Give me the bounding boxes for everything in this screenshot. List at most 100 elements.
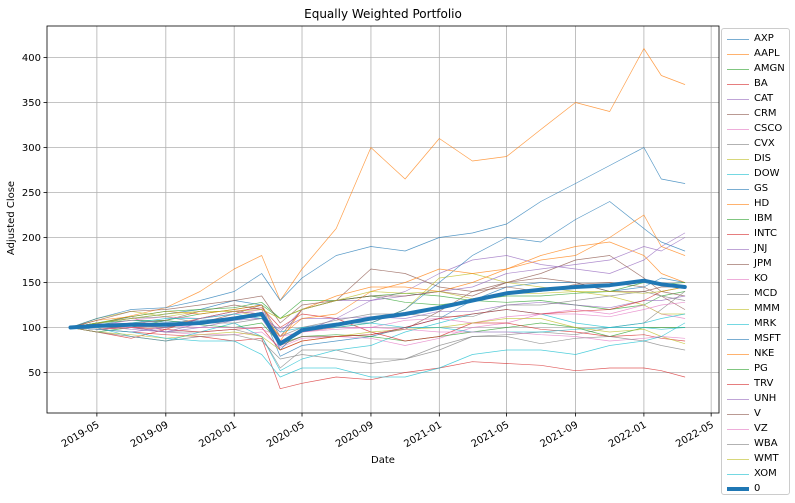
x-axis-label: Date	[371, 455, 395, 466]
series-line-ba	[70, 327, 686, 390]
legend-swatch	[727, 414, 749, 415]
y-tick-label: 400	[22, 53, 41, 64]
series-line-v	[70, 277, 686, 328]
legend-swatch	[727, 39, 749, 40]
legend-label: WBA	[754, 438, 778, 449]
legend-swatch	[727, 174, 749, 175]
x-tick-label: 2020-01	[197, 420, 239, 450]
legend-item-hd: HD	[722, 197, 790, 211]
legend-label: PG	[754, 363, 768, 374]
legend-swatch	[727, 294, 749, 295]
x-tick-label: 2019-05	[60, 420, 102, 450]
legend-item-wmt: WMT	[722, 452, 790, 466]
plot-frame	[46, 25, 720, 414]
y-tick-label: 350	[22, 98, 41, 109]
legend-swatch	[727, 264, 749, 265]
x-tick-label: 2022-01	[607, 420, 649, 450]
legend-item-cvx: CVX	[722, 137, 790, 151]
legend-label: MSFT	[754, 333, 781, 344]
legend-label: DOW	[754, 168, 780, 179]
series-line-trv	[70, 286, 686, 351]
legend-swatch	[727, 339, 749, 340]
legend-label: KO	[754, 273, 768, 284]
legend-label: CRM	[754, 108, 777, 119]
legend-swatch	[727, 129, 749, 130]
legend-swatch	[727, 234, 749, 235]
legend-item-dis: DIS	[722, 152, 790, 166]
x-axis: 2019-05 2019-09 2020-01 2020-05 2020-09 2021-…	[60, 413, 716, 450]
legend-label: JNJ	[754, 243, 768, 254]
legend-swatch	[727, 474, 749, 475]
legend-label: V	[754, 408, 761, 419]
legend-swatch	[727, 399, 749, 400]
legend-swatch	[727, 219, 749, 220]
chart-title: Equally Weighted Portfolio	[304, 7, 462, 21]
legend-swatch	[727, 354, 749, 355]
legend-label: CVX	[754, 138, 775, 149]
legend-swatch	[727, 159, 749, 160]
x-tick-label: 2020-09	[334, 420, 376, 450]
legend-item-jpm: JPM	[722, 257, 790, 271]
legend-label: DIS	[754, 153, 771, 164]
legend-swatch	[727, 84, 749, 85]
y-axis-label: Adjusted Close	[6, 181, 17, 255]
series-line-cvx	[70, 291, 686, 369]
series-line-wmt	[70, 286, 686, 328]
x-tick-label: 2019-09	[129, 420, 171, 450]
y-tick-label: 150	[22, 278, 41, 289]
legend-item-pg: PG	[722, 362, 790, 376]
legend-item-mrk: MRK	[722, 317, 790, 331]
legend-swatch	[727, 249, 749, 250]
legend-label: CSCO	[754, 123, 783, 134]
series-line-0	[68, 278, 687, 346]
legend-item-axp: AXP	[722, 32, 790, 46]
legend-item-nke: NKE	[722, 347, 790, 361]
legend-swatch	[727, 114, 749, 115]
legend-item-dow: DOW	[722, 167, 790, 181]
legend-label: MCD	[754, 288, 778, 299]
grid-lines	[47, 26, 719, 413]
legend-item-ba: BA	[722, 77, 790, 91]
legend-item-ko: KO	[722, 272, 790, 286]
legend-swatch	[727, 369, 749, 370]
x-tick-label: 2020-05	[265, 420, 307, 450]
series-line-msft	[70, 147, 686, 328]
legend-item-trv: TRV	[722, 377, 790, 391]
legend-item-mcd: MCD	[722, 287, 790, 301]
legend-item-aapl: AAPL	[722, 47, 790, 61]
legend-swatch	[727, 429, 749, 430]
legend: AXP AAPL AMGN BA CAT CRM CSCO CVX DIS DOW GS HD IBM I…	[721, 28, 790, 495]
legend-item-mmm: MMM	[722, 302, 790, 316]
legend-item-wba: WBA	[722, 437, 790, 451]
y-tick-label: 300	[22, 143, 41, 154]
legend-label: GS	[754, 183, 769, 194]
series-line-ibm	[70, 319, 686, 345]
legend-label: AMGN	[754, 63, 785, 74]
legend-item-xom: XOM	[722, 467, 790, 481]
y-axis: 50 100 150 200 250 300 350 400	[22, 53, 47, 379]
legend-label: JPM	[754, 258, 772, 269]
legend-label: CAT	[754, 93, 774, 104]
series-line-dow	[70, 309, 686, 372]
series-line-xom	[70, 322, 686, 378]
series-line-wba	[70, 327, 686, 364]
legend-item-msft: MSFT	[722, 332, 790, 346]
legend-label: 0	[754, 483, 761, 494]
legend-item-vz: VZ	[722, 422, 790, 436]
legend-label: IBM	[754, 213, 773, 224]
x-tick-label: 2021-05	[470, 420, 512, 450]
y-tick-label: 100	[22, 323, 41, 334]
legend-item-unh: UNH	[722, 392, 790, 406]
legend-item-amgn: AMGN	[722, 62, 790, 76]
legend-item-ibm: IBM	[722, 212, 790, 226]
legend-swatch	[727, 444, 749, 445]
legend-label: XOM	[754, 468, 777, 479]
series-line-csco	[70, 304, 686, 348]
legend-label: MMM	[754, 303, 780, 314]
series-line-mrk	[70, 313, 686, 333]
legend-label: NKE	[754, 348, 775, 359]
x-tick-label: 2021-09	[539, 420, 581, 450]
series-line-nke	[70, 241, 686, 337]
legend-swatch	[727, 189, 749, 190]
